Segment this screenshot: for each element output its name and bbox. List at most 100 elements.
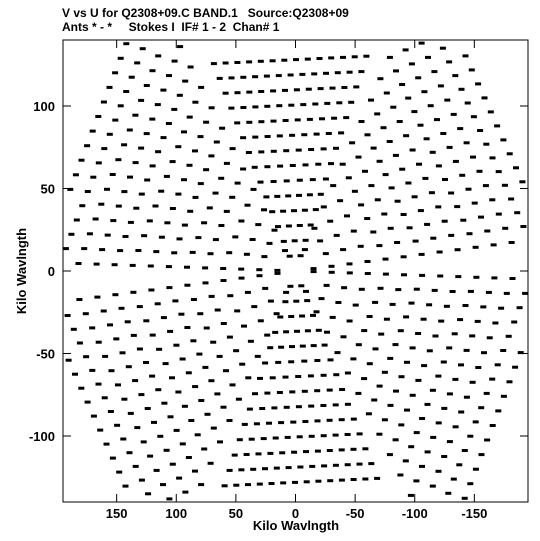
uv-point [109, 173, 116, 176]
uv-point [112, 71, 119, 75]
uv-point [309, 464, 316, 468]
uv-point [201, 447, 208, 451]
uv-point [315, 479, 322, 483]
uv-point [386, 55, 393, 59]
uv-point [285, 224, 292, 228]
uv-point [331, 116, 338, 120]
uv-point [472, 467, 479, 471]
uv-point [446, 60, 453, 64]
uv-point [408, 445, 415, 449]
uv-point [101, 396, 108, 400]
uv-point [362, 169, 368, 173]
uv-point [135, 249, 142, 252]
uv-point [102, 354, 109, 358]
uv-point [398, 423, 405, 427]
uv-point [236, 438, 243, 442]
uv-point [115, 204, 122, 208]
uv-point [190, 298, 197, 301]
uv-point [446, 145, 453, 149]
uv-point [184, 283, 191, 287]
uv-point [138, 192, 145, 196]
uv-point [145, 492, 152, 496]
uv-point [220, 322, 227, 325]
uv-point [446, 346, 453, 350]
uv-point [458, 363, 464, 367]
uv-point [123, 90, 130, 93]
uv-point [442, 178, 448, 181]
uv-point [297, 465, 304, 469]
uv-point [82, 312, 89, 316]
uv-point [350, 229, 357, 233]
uv-point [332, 403, 339, 407]
uv-point [435, 205, 442, 209]
uv-point [446, 440, 453, 444]
uv-point [304, 57, 311, 61]
uv-point [267, 299, 274, 303]
uv-point [500, 394, 507, 398]
uv-point [494, 124, 501, 128]
uv-point [461, 449, 468, 452]
uv-point [498, 306, 505, 310]
uv-point [147, 264, 154, 268]
uv-point [232, 235, 239, 239]
uv-point [156, 347, 163, 351]
uv-point [372, 347, 379, 351]
uv-point [143, 132, 150, 136]
uv-point [516, 306, 523, 310]
uv-point [266, 421, 272, 425]
uv-point [277, 164, 284, 168]
uv-point [304, 299, 311, 303]
uv-point [178, 312, 185, 316]
uv-point [377, 286, 384, 290]
uv-point [127, 220, 134, 224]
uv-point [419, 417, 426, 420]
uv-point [338, 131, 345, 135]
uv-point [138, 98, 145, 102]
uv-point [522, 291, 529, 295]
uv-point [321, 343, 328, 347]
uv-point [267, 451, 274, 455]
uv-point [226, 419, 233, 422]
uv-point [448, 233, 455, 237]
uv-point [424, 450, 431, 454]
uv-point [228, 76, 235, 80]
uv-point [164, 221, 171, 225]
uv-point [84, 144, 91, 148]
uv-point [155, 388, 162, 392]
uv-point [344, 433, 351, 436]
uv-point [272, 330, 279, 334]
uv-point [252, 105, 259, 109]
uv-point [284, 435, 291, 439]
uv-point [421, 90, 428, 94]
uv-point [452, 74, 459, 78]
uv-point [296, 435, 303, 439]
uv-point [280, 239, 287, 243]
uv-point [275, 225, 281, 229]
uv-point [149, 164, 156, 168]
uv-point [506, 152, 513, 156]
y-axis-title: Kilo Wavlngth [14, 228, 29, 314]
uv-point [263, 195, 270, 199]
uv-point [278, 345, 285, 349]
uv-point [356, 432, 363, 436]
uv-point [176, 93, 183, 97]
uv-point [241, 324, 247, 328]
uv-point [350, 417, 357, 421]
uv-point [395, 288, 402, 292]
uv-point [323, 71, 329, 75]
uv-point [306, 193, 313, 197]
uv-point [277, 315, 284, 319]
uv-point [409, 393, 416, 397]
uv-point [251, 165, 258, 169]
uv-point [350, 478, 357, 481]
uv-point [393, 69, 399, 73]
uv-point [106, 85, 113, 89]
uv-point [296, 224, 303, 227]
uv-point [430, 435, 437, 439]
uv-point [463, 348, 470, 352]
uv-point [117, 104, 124, 108]
uv-point [314, 449, 321, 453]
uv-point [268, 482, 275, 485]
uv-point [399, 167, 406, 171]
